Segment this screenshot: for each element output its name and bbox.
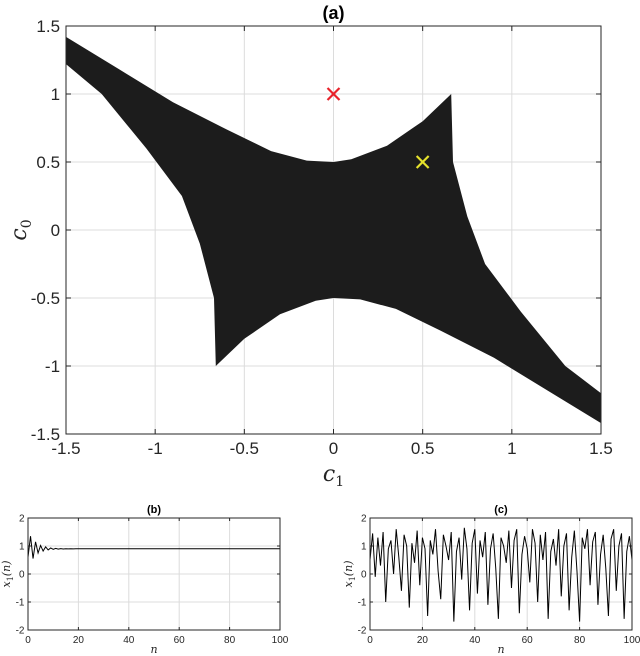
y-tick-label: -1 xyxy=(358,598,367,609)
y-axis-label-arg: (n) xyxy=(0,561,13,577)
x-tick-label: 0.5 xyxy=(411,439,435,458)
x-tick-label: 1.5 xyxy=(589,439,613,458)
y-tick-label: -2 xyxy=(16,626,25,637)
x-tick-label: 60 xyxy=(174,635,186,646)
y-tick-label: 0 xyxy=(361,570,367,581)
chart-title: (b) xyxy=(147,504,161,516)
x-tick-label: 40 xyxy=(469,635,481,646)
y-axis-label: x1(n) xyxy=(342,561,357,588)
x-axis-label-main: n xyxy=(497,643,504,656)
chart-a: -1.5 -1 -0.5 0 0.5 1 1.5 -1.5 -1 -0.5 0 0.5 1 1.5 (a) c… xyxy=(7,3,613,490)
x-tick-label: -0.5 xyxy=(230,439,259,458)
y-tick-label: -0.5 xyxy=(31,289,60,308)
y-tick-label: 1 xyxy=(361,542,367,553)
chart-title: (a) xyxy=(323,3,345,23)
y-axis-label-arg: (n) xyxy=(342,561,355,577)
y-axis-label-sub: 0 xyxy=(19,219,35,228)
x-tick-label: 1 xyxy=(507,439,516,458)
y-tick-label: -1.5 xyxy=(31,425,60,444)
y-axis-label-sub: 1 xyxy=(6,576,15,581)
x-tick-label: 20 xyxy=(417,635,429,646)
marker-x-0 xyxy=(326,87,341,101)
x-tick-label: -1 xyxy=(148,439,163,458)
stability-region xyxy=(66,36,601,424)
y-axis-label-main: x xyxy=(0,580,13,587)
y-tick-label: 1 xyxy=(19,542,25,553)
x-axis-label: n xyxy=(150,643,157,656)
x-tick-label: 60 xyxy=(522,635,534,646)
x-tick-label: -1.5 xyxy=(51,439,80,458)
x-tick-label: 0 xyxy=(329,439,338,458)
y-tick-label: 1 xyxy=(51,85,60,104)
x-tick-label: 100 xyxy=(272,635,289,646)
x-tick-label: 0 xyxy=(367,635,373,646)
y-tick-label: -1 xyxy=(45,357,60,376)
series-line xyxy=(369,527,633,622)
x-tick-label: 0 xyxy=(25,635,31,646)
y-axis-label-sub: 1 xyxy=(348,576,357,581)
y-tick-label: 0 xyxy=(19,570,25,581)
y-tick-label: 1.5 xyxy=(36,17,60,36)
series-line xyxy=(27,536,280,559)
y-axis-label: c0 xyxy=(7,219,35,240)
x-axis-label: n xyxy=(497,643,504,656)
y-tick-label: 2 xyxy=(361,514,367,525)
y-axis-label: x1(n) xyxy=(0,561,15,588)
y-tick-label: 0 xyxy=(51,221,60,240)
x-tick-label: 80 xyxy=(224,635,236,646)
y-tick-label: -2 xyxy=(358,626,367,637)
x-tick-label: 20 xyxy=(73,635,85,646)
x-axis-label: c1 xyxy=(323,462,344,490)
x-axis-label-sub: 1 xyxy=(335,474,344,490)
x-axis-label-main: c xyxy=(323,462,335,487)
x-tick-label: 100 xyxy=(624,635,640,646)
x-axis-label-main: n xyxy=(150,643,157,656)
x-tick-label: 80 xyxy=(574,635,586,646)
y-tick-label: 2 xyxy=(19,514,25,525)
y-axis-label-main: c xyxy=(7,228,32,240)
y-axis-label-main: x xyxy=(342,580,355,587)
y-tick-label: 0.5 xyxy=(36,153,60,172)
chart-title: (c) xyxy=(494,504,508,516)
x-tick-label: 40 xyxy=(123,635,135,646)
y-tick-label: -1 xyxy=(16,598,25,609)
marker-x-1 xyxy=(415,155,430,169)
